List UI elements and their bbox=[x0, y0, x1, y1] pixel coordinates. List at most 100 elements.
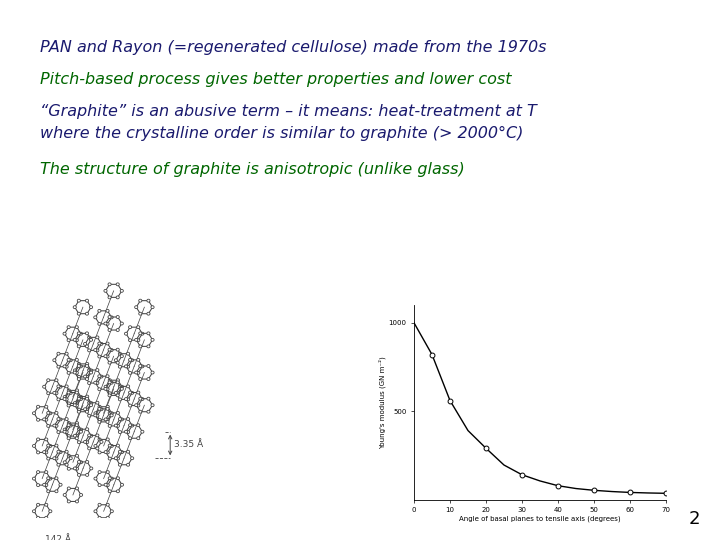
Circle shape bbox=[32, 477, 35, 480]
Circle shape bbox=[117, 444, 120, 447]
Circle shape bbox=[49, 477, 52, 480]
Circle shape bbox=[32, 444, 35, 447]
Text: where the crystalline order is similar to graphite (> 2000°C): where the crystalline order is similar t… bbox=[40, 126, 523, 141]
Circle shape bbox=[79, 365, 82, 368]
Circle shape bbox=[77, 364, 81, 367]
Circle shape bbox=[129, 437, 132, 440]
Circle shape bbox=[94, 414, 97, 417]
Circle shape bbox=[47, 444, 50, 447]
Circle shape bbox=[65, 398, 68, 401]
Circle shape bbox=[86, 345, 89, 348]
Circle shape bbox=[69, 424, 72, 427]
Circle shape bbox=[63, 365, 66, 368]
Circle shape bbox=[89, 404, 93, 407]
Circle shape bbox=[32, 510, 35, 512]
Circle shape bbox=[75, 359, 78, 361]
Circle shape bbox=[98, 516, 101, 519]
Circle shape bbox=[55, 457, 58, 460]
Circle shape bbox=[69, 392, 72, 394]
Circle shape bbox=[108, 361, 111, 364]
Circle shape bbox=[104, 385, 107, 388]
Circle shape bbox=[45, 471, 48, 474]
Circle shape bbox=[127, 463, 130, 466]
Circle shape bbox=[78, 461, 81, 463]
Circle shape bbox=[47, 477, 50, 480]
Circle shape bbox=[120, 387, 123, 390]
Circle shape bbox=[49, 510, 52, 512]
Circle shape bbox=[77, 299, 81, 302]
Circle shape bbox=[65, 463, 68, 466]
Circle shape bbox=[37, 406, 40, 408]
Circle shape bbox=[130, 392, 134, 394]
Circle shape bbox=[106, 342, 109, 345]
Circle shape bbox=[98, 355, 101, 358]
Circle shape bbox=[129, 339, 132, 342]
Circle shape bbox=[79, 397, 82, 401]
Circle shape bbox=[53, 424, 56, 427]
Circle shape bbox=[65, 385, 68, 388]
Circle shape bbox=[59, 450, 62, 454]
Circle shape bbox=[137, 359, 140, 361]
Circle shape bbox=[75, 339, 78, 342]
Circle shape bbox=[88, 382, 91, 384]
Circle shape bbox=[108, 411, 112, 414]
Circle shape bbox=[96, 369, 99, 372]
Circle shape bbox=[67, 372, 71, 374]
Circle shape bbox=[88, 349, 91, 352]
Circle shape bbox=[84, 375, 86, 378]
Circle shape bbox=[98, 309, 101, 312]
Circle shape bbox=[110, 477, 113, 480]
Circle shape bbox=[147, 377, 150, 381]
Circle shape bbox=[76, 389, 78, 392]
Circle shape bbox=[55, 379, 58, 382]
Circle shape bbox=[127, 385, 130, 388]
Circle shape bbox=[96, 401, 99, 404]
Circle shape bbox=[76, 435, 78, 437]
Circle shape bbox=[147, 364, 150, 367]
Circle shape bbox=[76, 500, 78, 503]
Text: The structure of graphite is anisotropic (unlike glass): The structure of graphite is anisotropic… bbox=[40, 162, 464, 177]
Circle shape bbox=[117, 392, 120, 395]
Circle shape bbox=[37, 516, 40, 519]
Circle shape bbox=[67, 404, 71, 407]
Circle shape bbox=[127, 398, 130, 401]
Circle shape bbox=[45, 484, 48, 487]
Circle shape bbox=[106, 484, 109, 487]
Circle shape bbox=[96, 414, 99, 417]
Circle shape bbox=[63, 494, 66, 496]
Circle shape bbox=[98, 322, 101, 325]
Circle shape bbox=[129, 326, 132, 329]
Circle shape bbox=[42, 385, 46, 388]
Circle shape bbox=[127, 365, 130, 368]
Circle shape bbox=[117, 490, 120, 492]
Circle shape bbox=[110, 510, 113, 512]
Circle shape bbox=[108, 392, 112, 395]
Circle shape bbox=[118, 430, 122, 434]
Circle shape bbox=[127, 450, 130, 453]
Circle shape bbox=[106, 407, 109, 410]
Circle shape bbox=[67, 402, 71, 405]
Circle shape bbox=[117, 477, 120, 480]
Circle shape bbox=[118, 463, 122, 466]
Circle shape bbox=[106, 355, 109, 358]
Circle shape bbox=[139, 312, 142, 315]
Circle shape bbox=[37, 503, 40, 506]
Circle shape bbox=[75, 424, 78, 427]
Circle shape bbox=[86, 408, 89, 411]
Circle shape bbox=[147, 410, 150, 413]
Circle shape bbox=[89, 339, 93, 341]
Circle shape bbox=[57, 463, 60, 466]
Circle shape bbox=[118, 398, 122, 401]
Circle shape bbox=[77, 397, 81, 400]
Circle shape bbox=[106, 322, 109, 325]
Circle shape bbox=[86, 332, 89, 335]
Circle shape bbox=[57, 398, 60, 401]
Circle shape bbox=[86, 375, 89, 379]
Circle shape bbox=[37, 471, 40, 474]
Circle shape bbox=[151, 306, 154, 309]
Circle shape bbox=[77, 312, 81, 315]
Circle shape bbox=[139, 397, 142, 400]
Circle shape bbox=[140, 430, 144, 433]
Circle shape bbox=[98, 503, 101, 506]
Circle shape bbox=[90, 402, 93, 404]
